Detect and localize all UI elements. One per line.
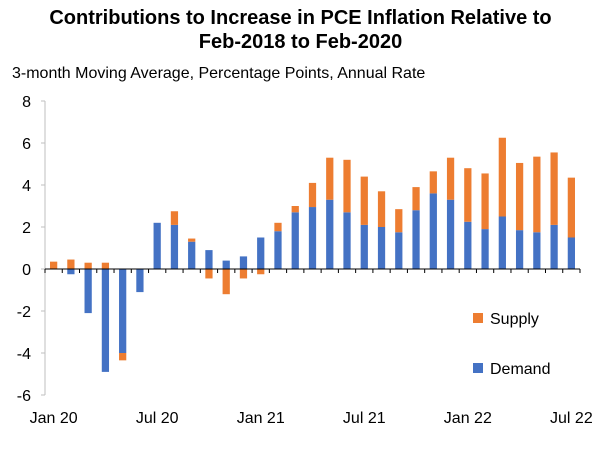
legend-swatch-supply: [473, 313, 483, 323]
legend-label-demand: Demand: [490, 361, 550, 378]
bar-demand-14: [291, 212, 299, 269]
y-tick-label: -2: [17, 304, 31, 321]
bar-demand-23: [446, 199, 455, 269]
bar-demand-27: [515, 230, 524, 269]
bar-supply-27: [515, 162, 524, 231]
bar-demand-7: [170, 224, 179, 269]
bar-supply-26: [498, 137, 506, 217]
bar-demand-9: [205, 250, 213, 269]
bar-demand-5: [136, 269, 144, 293]
bar-supply-1: [67, 259, 75, 269]
bar-supply-30: [567, 177, 575, 238]
bar-demand-6: [153, 222, 161, 269]
bar-demand-22: [429, 193, 437, 269]
bar-supply-10: [222, 269, 230, 295]
bar-demand-16: [326, 199, 334, 269]
bar-supply-7: [170, 211, 179, 225]
bar-demand-4: [119, 269, 127, 353]
bar-demand-19: [377, 227, 386, 269]
bar-demand-2: [84, 269, 92, 314]
legend-label-supply: Supply: [490, 311, 539, 328]
bar-supply-21: [412, 187, 420, 211]
y-tick-label: -4: [17, 346, 31, 363]
bar-supply-23: [446, 157, 455, 200]
bar-supply-29: [550, 152, 558, 225]
bar-demand-12: [257, 237, 265, 269]
bar-demand-25: [481, 229, 489, 269]
x-tick-label: Jan 22: [444, 410, 492, 427]
bar-demand-24: [464, 221, 472, 269]
bar-supply-12: [257, 269, 265, 275]
bar-demand-29: [550, 224, 558, 269]
x-axis: Jan 20 Jul 20 Jan 21 Jul 21 Jan 22 Jul 22: [30, 268, 593, 427]
x-tick-label: Jul 22: [550, 410, 593, 427]
bar-supply-11: [239, 269, 248, 279]
bar-supply-4: [119, 353, 127, 361]
bar-demand-15: [308, 207, 317, 269]
chart-title: Contributions to Increase in PCE Inflati…: [0, 6, 601, 54]
bar-supply-9: [205, 269, 213, 279]
bar-demand-1: [67, 269, 75, 275]
bar-demand-26: [498, 216, 506, 269]
bar-demand-13: [274, 231, 282, 269]
bar-supply-22: [429, 171, 437, 194]
bar-demand-17: [343, 212, 351, 269]
bar-demand-20: [395, 232, 403, 269]
bars: [50, 137, 575, 372]
bar-demand-28: [533, 232, 541, 269]
bar-supply-20: [395, 209, 403, 233]
y-tick-label: 4: [22, 178, 31, 195]
bar-supply-28: [533, 156, 541, 233]
bar-supply-14: [291, 206, 299, 213]
bar-supply-2: [84, 262, 92, 269]
bar-supply-24: [464, 168, 472, 222]
legend: Supply Demand: [473, 311, 550, 378]
y-tick-label: 2: [22, 220, 31, 237]
bar-supply-8: [188, 238, 196, 242]
legend-swatch-demand: [473, 363, 483, 373]
bar-demand-18: [360, 224, 368, 269]
bar-demand-8: [188, 241, 196, 269]
bar-supply-16: [326, 157, 334, 200]
x-tick-label: Jan 21: [237, 410, 285, 427]
bar-demand-30: [567, 237, 575, 269]
bar-supply-15: [308, 182, 317, 208]
bar-supply-17: [343, 159, 351, 213]
bar-demand-21: [412, 210, 420, 269]
bar-supply-18: [360, 176, 368, 225]
bar-demand-3: [101, 269, 110, 372]
x-tick-label: Jul 20: [136, 410, 179, 427]
chart-subtitle: 3-month Moving Average, Percentage Point…: [12, 65, 426, 82]
x-tick-label: Jan 20: [30, 410, 78, 427]
x-tick-label: Jul 21: [343, 410, 386, 427]
y-axis: 8 6 4 2 0 -2 -4 -6: [17, 94, 46, 405]
bar-supply-19: [377, 191, 386, 227]
bar-demand-11: [239, 256, 248, 269]
y-tick-label: 6: [22, 136, 31, 153]
bar-supply-25: [481, 173, 489, 230]
bar-supply-13: [274, 222, 282, 232]
y-tick-label: 8: [22, 94, 31, 111]
y-tick-label: -6: [17, 388, 31, 405]
y-tick-label: 0: [22, 262, 31, 279]
bar-supply-0: [50, 261, 58, 269]
bar-supply-3: [101, 262, 110, 269]
chart-title-line-1: Contributions to Increase in PCE Inflati…: [49, 7, 552, 29]
bar-demand-10: [222, 260, 230, 269]
chart-title-line-2: Feb-2018 to Feb-2020: [198, 31, 403, 53]
